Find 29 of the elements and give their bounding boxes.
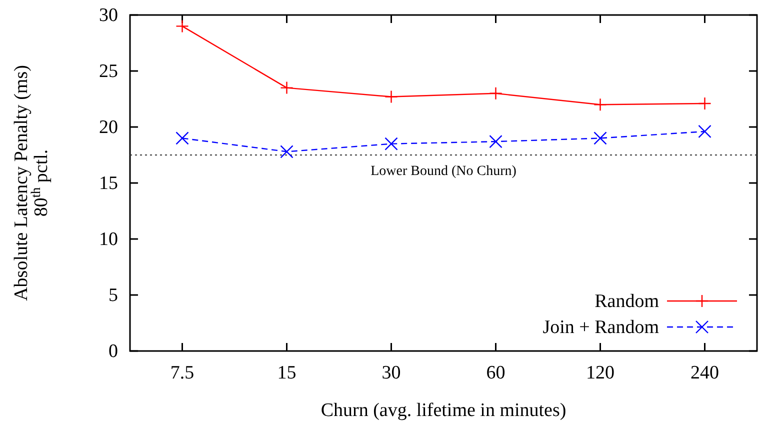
y-tick-label: 25 xyxy=(99,61,118,82)
point xyxy=(594,98,607,112)
point xyxy=(176,20,189,33)
point xyxy=(384,137,398,150)
point xyxy=(489,86,502,100)
legend-label: Random xyxy=(594,291,660,312)
y-tick-label: 0 xyxy=(108,341,118,362)
y-tick-label: 5 xyxy=(108,285,118,306)
x-tick-label: 7.5 xyxy=(170,362,194,384)
point xyxy=(280,81,294,94)
y-tick-label: 30 xyxy=(99,5,118,26)
x-tick-label: 120 xyxy=(586,362,614,384)
y-tick-label: 20 xyxy=(99,117,118,138)
x-tick-label: 15 xyxy=(277,362,296,384)
point xyxy=(384,90,398,104)
point xyxy=(698,96,712,110)
point xyxy=(280,145,294,158)
legend-label: Join + Random xyxy=(542,317,660,338)
point xyxy=(176,132,189,145)
x-axis-title: Churn (avg. lifetime in minutes) xyxy=(320,400,566,421)
x-tick-label: 60 xyxy=(486,362,506,384)
y-tick-label: 15 xyxy=(99,173,118,194)
y-tick-label: 10 xyxy=(99,229,118,250)
x-tick-label: 240 xyxy=(690,362,719,384)
point xyxy=(698,124,712,138)
ref-line-label: Lower Bound (No Churn) xyxy=(370,164,517,179)
point xyxy=(489,134,502,148)
x-tick-label: 30 xyxy=(382,362,401,384)
point xyxy=(594,132,607,145)
